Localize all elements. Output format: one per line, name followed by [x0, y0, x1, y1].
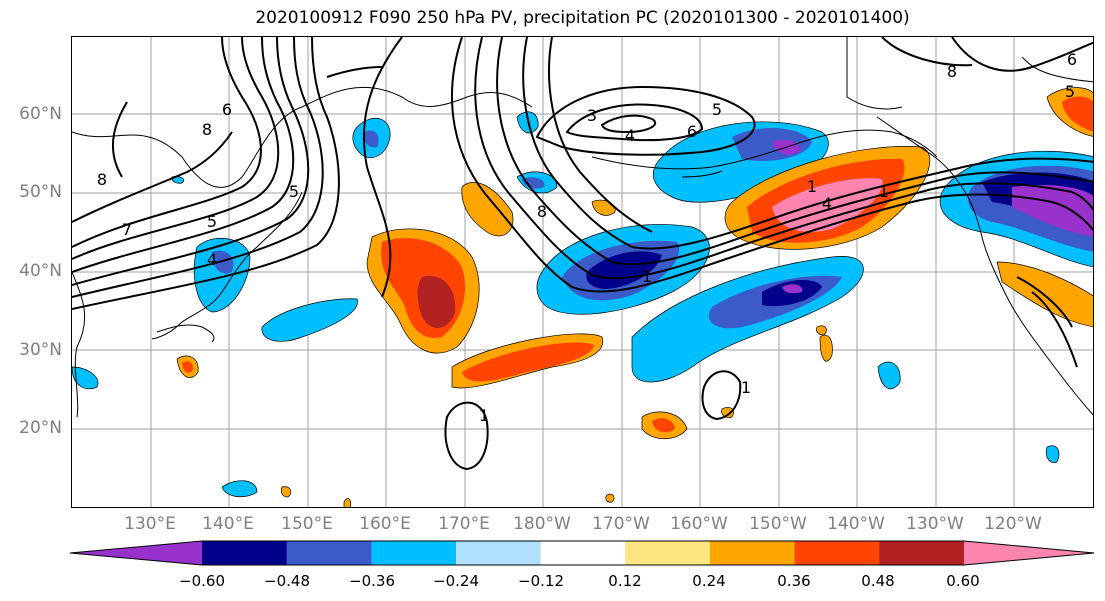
colorbar-segment — [625, 541, 711, 565]
lon-label-170w: 170°W — [592, 514, 650, 534]
contour-label: 5 — [1065, 82, 1075, 101]
colorbar-segment — [286, 541, 372, 565]
lon-label-160e: 160°E — [359, 514, 411, 534]
lon-label-130e: 130°E — [124, 514, 176, 534]
contour-label: 8 — [97, 170, 107, 189]
contour-label: 1 — [642, 267, 652, 286]
neg-blob-south-japan — [261, 298, 358, 342]
map-panel: 8 8 7 6 5 5 4 3 4 5 6 8 6 5 1 1 4 1 1 1 … — [71, 36, 1094, 508]
lon-label-150w: 150°W — [749, 514, 807, 534]
contour-label: 8 — [947, 62, 957, 81]
neg-blob-japan — [193, 238, 251, 313]
contour-label: 6 — [222, 100, 232, 119]
colorbar-tick: −0.60 — [179, 572, 225, 590]
lat-label-40n: 40°N — [19, 261, 62, 281]
lon-label-160w: 160°W — [670, 514, 728, 534]
colorbar-tick: 0.60 — [946, 572, 980, 590]
colorbar-segment — [202, 541, 288, 565]
contour-label: 1 — [879, 182, 889, 201]
contour-labels: 8 8 7 6 5 5 4 3 4 5 6 8 6 5 1 1 4 1 1 1 … — [97, 50, 1077, 425]
contour-label: 7 — [122, 220, 132, 239]
colorbar-segment — [879, 541, 965, 565]
contour-label: 4 — [625, 126, 635, 145]
contour-label: 4 — [822, 194, 832, 213]
contour-label: 8 — [537, 202, 547, 221]
contour-label: 1 — [807, 177, 817, 196]
colorbar-tick: −0.48 — [264, 572, 310, 590]
contour-label: 6 — [687, 122, 697, 141]
colorbar-segment — [964, 541, 1094, 565]
colorbar-segment — [540, 541, 626, 565]
colorbar — [70, 540, 1095, 566]
contour-label: 1 — [741, 378, 751, 397]
chart-title: 2020100912 F090 250 hPa PV, precipitatio… — [255, 8, 910, 28]
contour-label: 8 — [202, 120, 212, 139]
lon-label-120w: 120°W — [984, 514, 1042, 534]
colorbar-tick: −0.24 — [433, 572, 479, 590]
colorbar-tick: −0.12 — [518, 572, 564, 590]
contour-label: 5 — [289, 182, 299, 201]
contour-label: 5 — [712, 100, 722, 119]
lon-label-150e: 150°E — [281, 514, 333, 534]
lon-label-180w: 180°W — [513, 514, 571, 534]
colorbar-segment — [794, 541, 880, 565]
colorbar-tick: 0.24 — [692, 572, 726, 590]
coastlines — [72, 37, 1093, 418]
colorbar-segment — [710, 541, 796, 565]
colorbar-tick: 0.12 — [608, 572, 642, 590]
lon-label-170e: 170°E — [438, 514, 490, 534]
colorbar-segment — [70, 541, 202, 565]
colorbar-segment — [456, 541, 542, 565]
lat-label-60n: 60°N — [19, 104, 62, 124]
colorbar-tick: 0.36 — [777, 572, 811, 590]
lat-label-20n: 20°N — [19, 418, 62, 438]
lon-label-140e: 140°E — [202, 514, 254, 534]
lat-label-50n: 50°N — [19, 182, 62, 202]
contour-label: 3 — [587, 106, 597, 125]
lon-label-130w: 130°W — [906, 514, 964, 534]
negative-anomalies — [72, 111, 1093, 498]
contour-label: 6 — [1067, 50, 1077, 69]
pv-contours — [72, 37, 1093, 471]
colorbar-segment — [371, 541, 457, 565]
contour-label: 1 — [479, 406, 489, 425]
contour-label: 5 — [207, 212, 217, 231]
colorbar-tick: −0.36 — [349, 572, 395, 590]
lon-label-140w: 140°W — [827, 514, 885, 534]
colorbar-tick: 0.48 — [861, 572, 895, 590]
lat-label-30n: 30°N — [19, 340, 62, 360]
map-svg: 8 8 7 6 5 5 4 3 4 5 6 8 6 5 1 1 4 1 1 1 … — [72, 37, 1093, 507]
contour-label: 4 — [207, 250, 217, 269]
